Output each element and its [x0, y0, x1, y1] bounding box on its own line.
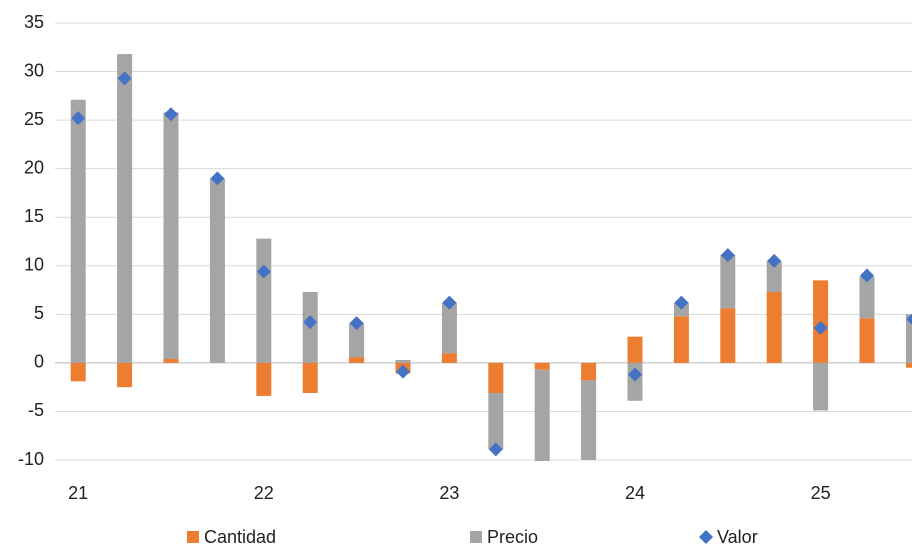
bar	[209, 178, 225, 363]
legend-swatch	[470, 531, 482, 543]
y-tick-label: 35	[24, 12, 44, 32]
bar	[766, 291, 782, 363]
y-tick-label: 5	[34, 303, 44, 323]
y-tick-label: -10	[18, 449, 44, 469]
bar	[720, 255, 736, 309]
bar	[905, 362, 912, 368]
marker	[628, 367, 642, 382]
bar	[163, 112, 179, 360]
bar	[70, 362, 86, 382]
y-tick-label: 25	[24, 109, 44, 129]
bar	[813, 362, 829, 411]
bar	[673, 316, 689, 363]
marker	[349, 316, 364, 331]
y-tick-label: -5	[28, 400, 44, 420]
bar	[766, 260, 782, 292]
x-tick-label: 21	[68, 483, 88, 503]
bar	[117, 54, 133, 363]
marker	[674, 295, 689, 310]
y-tick-label: 20	[24, 157, 44, 177]
y-tick-label: 10	[24, 255, 44, 275]
bar	[859, 318, 875, 363]
marker	[210, 171, 225, 186]
bar	[627, 336, 643, 363]
legend-label: Valor	[717, 527, 758, 547]
x-tick-label: 24	[625, 483, 645, 503]
bar	[70, 99, 86, 363]
labels: -10 -5 0 5 10 15 20 25 30 35 21 22 23 24 25 Cantidad Pre…	[18, 12, 831, 547]
marker	[71, 111, 86, 126]
legend-item: Valor	[699, 527, 758, 547]
marker	[164, 107, 178, 122]
bar	[534, 362, 550, 370]
bar	[488, 392, 504, 450]
marker	[767, 253, 782, 268]
legend-swatch	[699, 530, 713, 544]
y-tick-label: 30	[24, 60, 44, 80]
legend-item: Cantidad	[187, 527, 276, 547]
bar	[256, 362, 272, 396]
bar	[859, 276, 875, 319]
bar	[905, 314, 912, 363]
legend-label: Cantidad	[204, 527, 276, 547]
marker	[442, 295, 457, 310]
y-tick-label: 0	[34, 352, 44, 372]
bar	[395, 359, 411, 363]
plot	[70, 54, 912, 461]
y-tick-label: 15	[24, 206, 44, 226]
x-tick-label: 22	[254, 483, 274, 503]
bar	[349, 357, 365, 363]
legend-label: Precio	[487, 527, 538, 547]
x-tick-label: 25	[811, 483, 831, 503]
bar	[488, 362, 504, 393]
bar	[163, 359, 179, 363]
bar	[441, 353, 457, 363]
bar	[117, 362, 133, 388]
marker	[117, 71, 132, 86]
bar	[302, 362, 318, 393]
marker	[488, 442, 503, 457]
bar	[581, 380, 597, 460]
marker	[396, 364, 410, 379]
marker	[256, 264, 271, 279]
bar	[720, 308, 736, 363]
marker	[813, 320, 828, 335]
bar	[534, 369, 550, 461]
bar	[349, 323, 365, 358]
legend-swatch	[187, 531, 199, 543]
marker	[720, 248, 735, 263]
bar	[441, 302, 457, 354]
marker	[906, 313, 912, 325]
bar	[581, 362, 597, 381]
bar	[256, 238, 272, 363]
grid	[55, 22, 912, 461]
x-tick-label: 23	[439, 483, 459, 503]
marker	[860, 268, 874, 283]
legend-item: Precio	[470, 527, 538, 547]
marker	[303, 315, 318, 330]
